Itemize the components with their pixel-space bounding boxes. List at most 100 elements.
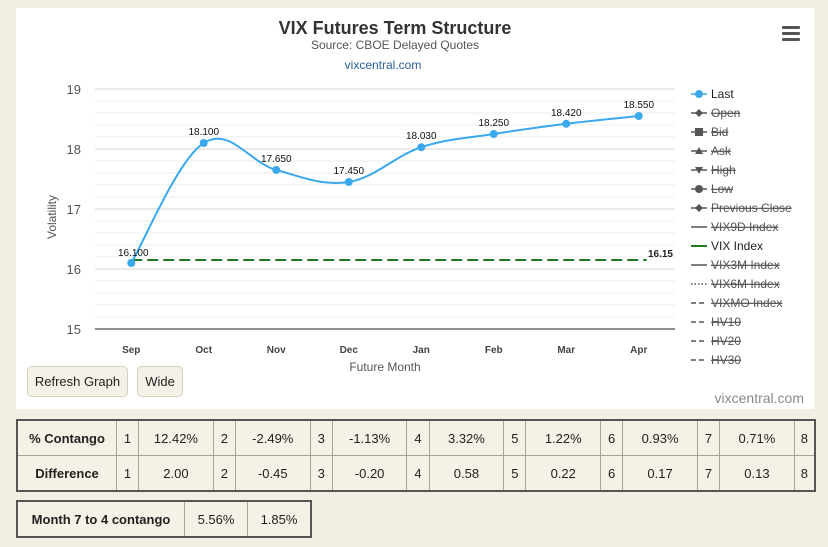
legend-item[interactable]: HV10	[691, 315, 741, 329]
y-tick-label: 17	[67, 202, 81, 217]
legend-item-label: HV10	[711, 315, 741, 329]
contango-row-label: % Contango	[16, 419, 117, 456]
contango-value: 3.32%	[428, 419, 505, 456]
difference-value: 2.00	[138, 455, 214, 492]
difference-value: 0.22	[525, 455, 602, 492]
legend-item-label: HV30	[711, 353, 741, 367]
contango-month-number: 8	[793, 419, 816, 456]
last-series-point	[127, 259, 136, 267]
x-tick-label: Dec	[340, 345, 359, 356]
contango-table: % Contango 1 12.42% 2 -2.49% 3 -1.13% 4 …	[16, 419, 816, 492]
difference-month-number: 5	[503, 455, 527, 492]
contango-row: % Contango 1 12.42% 2 -2.49% 3 -1.13% 4 …	[16, 419, 816, 456]
month7-to-4-contango-table: Month 7 to 4 contango 5.56% 1.85%	[16, 500, 312, 538]
y-tick-label: 19	[67, 82, 81, 97]
y-tick-label: 15	[67, 322, 81, 337]
last-series-point	[634, 112, 643, 120]
legend-item[interactable]: Bid	[691, 125, 728, 139]
hamburger-menu-icon[interactable]	[782, 26, 800, 42]
legend-item[interactable]: Ask	[691, 144, 732, 158]
refresh-graph-button[interactable]: Refresh Graph	[27, 366, 128, 397]
x-tick-label: Feb	[485, 345, 503, 356]
chart-credit[interactable]: vixcentral.com	[715, 390, 804, 406]
x-tick-label: Sep	[122, 345, 140, 356]
legend-item-label: HV20	[711, 334, 741, 348]
contango-month-number: 4	[406, 419, 430, 456]
contango-month-number: 3	[309, 419, 333, 456]
legend-item-label: Last	[711, 87, 734, 101]
y-tick-label: 18	[67, 142, 81, 157]
legend-item-label: Ask	[711, 144, 732, 158]
legend-item[interactable]: Low	[691, 182, 733, 196]
difference-month-number: 3	[309, 455, 333, 492]
difference-month-number: 4	[406, 455, 430, 492]
chart-card: VIX Futures Term Structure Source: CBOE …	[16, 8, 814, 409]
last-series-data-label: 18.100	[188, 127, 219, 138]
difference-value: 0.17	[622, 455, 698, 492]
legend-item-label: VIX3M Index	[711, 258, 780, 272]
x-tick-label: Mar	[557, 345, 575, 356]
y-tick-label: 16	[67, 262, 81, 277]
last-series-data-label: 18.550	[623, 100, 654, 111]
contango-month-number: 7	[696, 419, 721, 456]
legend-square-icon	[695, 128, 703, 136]
plot-area: 15 16 17 18 19 Sep Oct Nov Dec Jan Feb Mar Apr 16.15 1…	[67, 82, 675, 356]
legend-item[interactable]: HV30	[691, 353, 741, 367]
last-series-data-label: 18.250	[478, 118, 509, 129]
contango-month-number: 6	[600, 419, 624, 456]
contango-month-number: 5	[503, 419, 527, 456]
contango-value: 1.22%	[525, 419, 602, 456]
legend-item-label: VIX Index	[711, 239, 763, 253]
difference-row-label: Difference	[16, 455, 117, 492]
legend-item-label: VIX6M Index	[711, 277, 780, 291]
x-axis-title: Future Month	[349, 360, 420, 374]
difference-month-number: 6	[600, 455, 624, 492]
difference-month-number: 7	[696, 455, 721, 492]
contango-value: 0.93%	[622, 419, 698, 456]
legend-circle-icon	[695, 90, 703, 98]
last-series-data-label: 18.030	[406, 131, 437, 142]
legend-item[interactable]: VIX6M Index	[691, 277, 780, 291]
legend-item[interactable]: HV20	[691, 334, 741, 348]
last-series-point	[562, 119, 571, 128]
last-series-point	[272, 166, 281, 174]
chart-source-link[interactable]: vixcentral.com	[345, 58, 422, 72]
legend-item[interactable]: Last	[691, 87, 734, 101]
chart-title: VIX Futures Term Structure	[279, 18, 512, 38]
legend-item[interactable]: VIX9D Index	[691, 220, 778, 234]
wide-button[interactable]: Wide	[137, 366, 183, 397]
legend-triangle-icon	[695, 147, 703, 154]
legend-item-label: High	[711, 163, 736, 177]
month7-to-4-label: Month 7 to 4 contango	[16, 500, 185, 538]
difference-month-number: 8	[793, 455, 816, 492]
legend-item-label: VIX9D Index	[711, 220, 778, 234]
chart-legend: Last Open Bid Ask High Low Previous Close VIX9D…	[691, 87, 792, 367]
month7-to-4-value: 5.56%	[184, 500, 248, 538]
difference-value: 0.13	[719, 455, 795, 492]
vix-term-structure-chart: VIX Futures Term Structure Source: CBOE …	[45, 18, 804, 406]
legend-item[interactable]: Open	[691, 106, 740, 120]
x-tick-label: Oct	[195, 345, 212, 356]
last-series-point	[489, 130, 498, 138]
legend-item-label: Low	[711, 182, 733, 196]
contango-value: 12.42%	[138, 419, 214, 456]
difference-value: -0.45	[234, 455, 311, 492]
last-series-point	[199, 139, 208, 147]
difference-value: 0.58	[428, 455, 505, 492]
legend-circle-icon	[695, 185, 703, 193]
legend-item[interactable]: High	[691, 163, 736, 177]
legend-item[interactable]: VIX3M Index	[691, 258, 780, 272]
difference-month-number: 2	[212, 455, 236, 492]
legend-item[interactable]: VIXMO Index	[691, 296, 782, 310]
legend-item[interactable]: Previous Close	[691, 201, 792, 215]
last-series-line	[130, 115, 639, 264]
last-series-data-label: 17.450	[333, 166, 364, 177]
legend-diamond-icon	[695, 109, 703, 117]
x-tick-label: Nov	[267, 345, 286, 356]
last-series-data-label: 16.100	[118, 248, 149, 259]
legend-item[interactable]: VIX Index	[691, 239, 763, 253]
difference-value: -0.20	[331, 455, 408, 492]
x-tick-label: Jan	[413, 345, 430, 356]
chart-subtitle: Source: CBOE Delayed Quotes	[311, 38, 479, 52]
legend-item-label: Bid	[711, 125, 728, 139]
